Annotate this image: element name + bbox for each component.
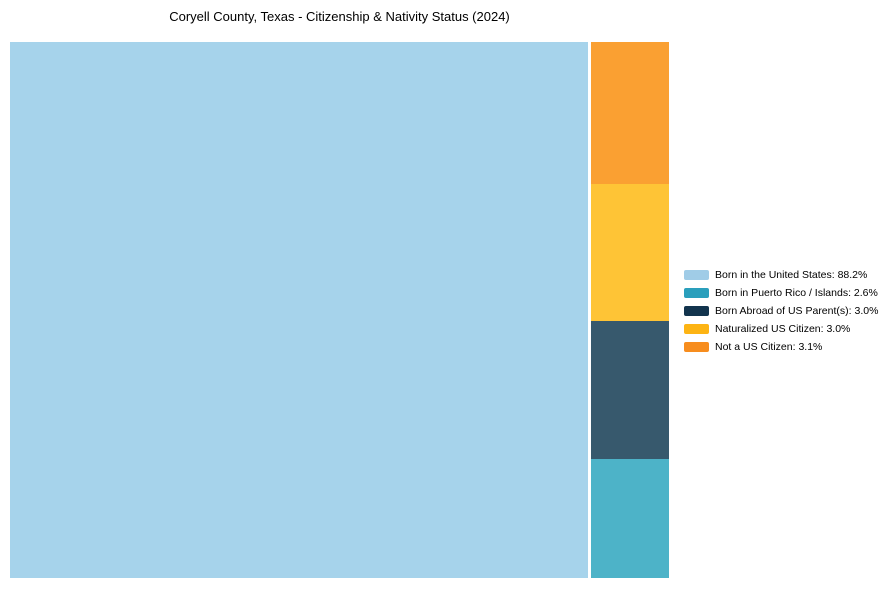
legend-item-not-us-citizen[interactable]: Not a US Citizen: 3.1% [684,338,878,356]
chart-title: Coryell County, Texas - Citizenship & Na… [169,9,510,24]
legend-item-naturalized-citizen[interactable]: Naturalized US Citizen: 3.0% [684,320,878,338]
legend-item-born-puerto-rico-islands[interactable]: Born in Puerto Rico / Islands: 2.6% [684,284,878,302]
legend-item-born-in-us[interactable]: Born in the United States: 88.2% [684,266,878,284]
treemap-minor-column [591,42,669,578]
legend-label-born-abroad-us-parents: Born Abroad of US Parent(s): 3.0% [715,305,879,317]
legend-swatch-born-abroad-us-parents [684,306,709,316]
legend-label-born-in-us: Born in the United States: 88.2% [715,269,868,281]
treemap-segment-naturalized-citizen[interactable] [591,184,669,322]
legend-swatch-not-us-citizen [684,342,709,352]
legend-swatch-born-in-us [684,270,709,280]
legend-label-born-puerto-rico-islands: Born in Puerto Rico / Islands: 2.6% [715,287,878,299]
treemap-segment-not-us-citizen[interactable] [591,42,669,185]
treemap-plot [10,42,669,578]
treemap-segment-born-abroad-us-parents[interactable] [591,321,669,459]
legend-item-born-abroad-us-parents[interactable]: Born Abroad of US Parent(s): 3.0% [684,302,878,320]
legend: Born in the United States: 88.2% Born in… [684,266,878,356]
legend-swatch-born-puerto-rico-islands [684,288,709,298]
treemap-segment-born-puerto-rico-islands[interactable] [591,458,669,578]
treemap-segment-born-in-us[interactable] [10,42,588,578]
legend-label-not-us-citizen: Not a US Citizen: 3.1% [715,341,823,353]
legend-label-naturalized-citizen: Naturalized US Citizen: 3.0% [715,323,851,335]
legend-swatch-naturalized-citizen [684,324,709,334]
